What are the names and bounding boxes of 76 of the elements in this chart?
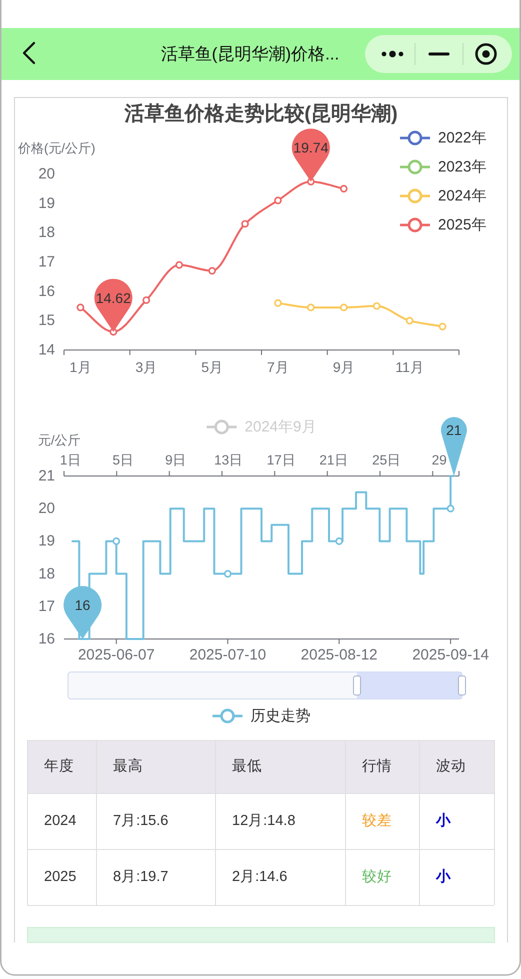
category-label: 最高 — [113, 758, 143, 774]
point — [208, 267, 216, 275]
text: 较差 — [362, 812, 392, 829]
point — [438, 322, 446, 330]
text: 2025 — [44, 869, 76, 885]
x-tick-label: 3月 — [135, 359, 158, 375]
x-tick-label: 2025-09-14 — [412, 646, 489, 664]
text: 活草鱼(昆明华潮)价格... — [160, 44, 340, 64]
y-tick-label: 17 — [38, 598, 55, 615]
y-tick-label: 16 — [38, 282, 55, 300]
category-label: 最低 — [232, 758, 262, 774]
x2-tick-label: 1日 — [60, 452, 82, 468]
text: 小 — [435, 868, 452, 885]
x2-tick-label: 29 — [432, 452, 447, 468]
y-tick-label: 19 — [38, 194, 55, 212]
text: 12月:14.8 — [232, 813, 296, 829]
point — [274, 299, 282, 307]
legend-label: 2022年 — [438, 130, 486, 146]
x-tick-label: 7月 — [267, 359, 289, 375]
data-label: 21 — [446, 422, 462, 438]
y-tick-label: 20 — [38, 500, 55, 518]
x2-tick-label: 21日 — [319, 452, 348, 468]
legend-label: 2024年 — [438, 188, 486, 204]
y-axis-title: 元/公斤 — [38, 432, 81, 448]
text: 较好 — [362, 868, 392, 885]
x2-tick-label: 13日 — [214, 452, 244, 468]
text: 2月:14.6 — [232, 869, 288, 885]
point — [372, 302, 381, 310]
x-tick-label: 2025-08-12 — [300, 646, 378, 664]
x-tick-label: 11月 — [395, 359, 424, 375]
data-label: 14.62 — [96, 290, 132, 306]
point — [142, 296, 150, 304]
point — [112, 537, 120, 545]
data-label: 19.74 — [293, 140, 329, 156]
text: 7月:15.6 — [113, 813, 168, 829]
text: 2024 — [44, 813, 76, 829]
point — [241, 220, 249, 228]
y-tick-label: 18 — [38, 565, 55, 582]
category-label: 年度 — [44, 758, 74, 774]
point — [274, 196, 282, 204]
data-label: 16 — [74, 597, 91, 613]
point — [175, 261, 184, 269]
chart-title: 活草鱼价格走势比较(昆明华潮) — [123, 103, 398, 125]
point — [76, 304, 84, 312]
category-label: 波动 — [436, 758, 466, 774]
x-tick-label: 2025-06-07 — [78, 646, 155, 664]
x2-tick-label: 17日 — [266, 452, 296, 468]
y-tick-label: 14 — [38, 342, 55, 358]
legend-label: 历史走势 — [250, 708, 310, 724]
point — [224, 570, 232, 578]
y-tick-label: 17 — [38, 254, 55, 270]
point — [446, 504, 454, 512]
text: 8月:19.7 — [113, 869, 168, 885]
y-tick-label: 21 — [38, 468, 55, 484]
x2-tick-label: 5日 — [112, 452, 134, 468]
y-tick-label: 18 — [38, 224, 55, 242]
y-tick-label: 20 — [38, 166, 55, 182]
x-tick-label: 9月 — [332, 359, 355, 375]
point — [307, 304, 315, 312]
y-tick-label: 15 — [38, 312, 55, 330]
point — [340, 304, 348, 312]
y-tick-label: 19 — [38, 532, 55, 550]
text: 小 — [435, 812, 452, 829]
point — [340, 184, 348, 192]
category-label: 行情 — [362, 758, 392, 774]
x2-tick-label: 9日 — [165, 452, 187, 468]
point — [335, 537, 343, 545]
y-axis-title: 价格(元/公斤) — [17, 140, 96, 156]
y-tick-label: 16 — [38, 630, 55, 648]
legend-label: 2023年 — [438, 158, 486, 176]
x-tick-label: 1月 — [70, 359, 92, 375]
x2-tick-label: 25日 — [372, 452, 402, 468]
legend-label: 2025年 — [438, 216, 486, 234]
x-tick-label: 5月 — [201, 359, 224, 375]
point — [406, 316, 414, 324]
x-tick-label: 2025-07-10 — [189, 646, 266, 664]
